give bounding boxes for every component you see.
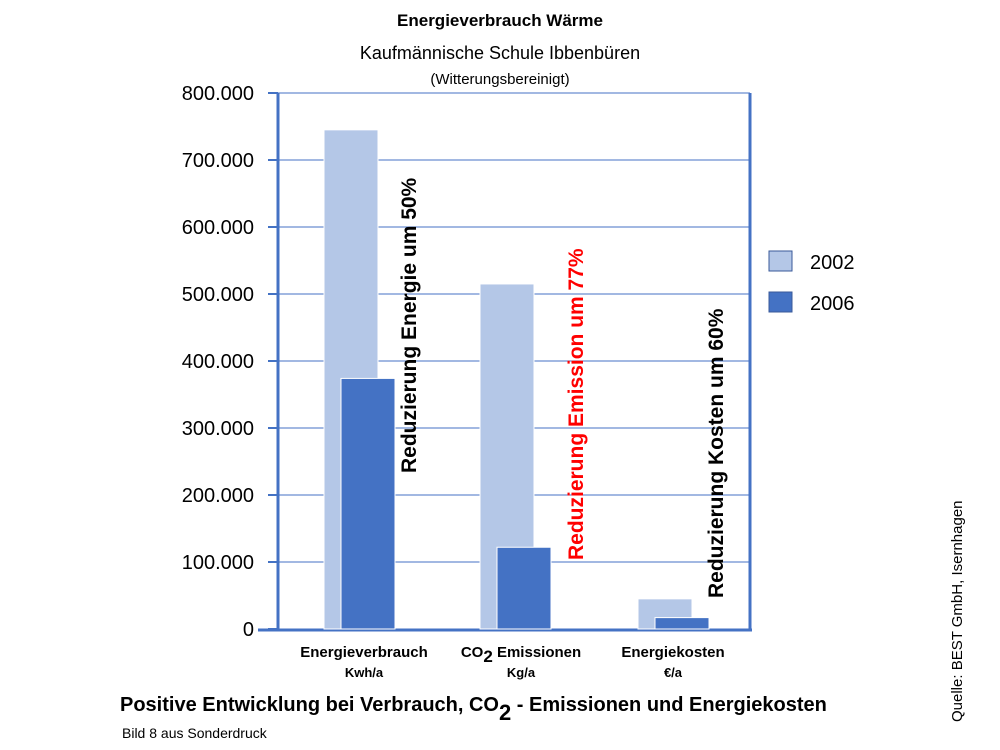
category-unit: €/a [664,665,683,680]
chart-title: Energieverbrauch Wärme [397,11,603,30]
plot-area: 0 100.000 200.000 300.000 400.000 500.000 600.… [182,83,752,680]
category-unit: Kwh/a [345,665,384,680]
category-label: Energiekosten [621,644,724,661]
y-tick-label: 100.000 [182,552,254,574]
y-tick-label: 700.000 [182,150,254,172]
category-label: Energieverbrauch [300,644,428,661]
y-tick-label: 600.000 [182,217,254,239]
bar-2006-0 [340,377,396,630]
y-tick-label: 300.000 [182,418,254,440]
footer-note: Bild 8 aus Sonderdruck [122,725,268,741]
source-credit: Quelle: BEST GmbH, Isernhagen [949,501,966,723]
bar-2006-2 [654,617,710,630]
reduction-annotation: Reduzierung Emission um 77% [565,248,588,560]
y-tick-label: 800.000 [182,83,254,105]
legend-label-2006: 2006 [810,293,855,315]
y-tick-label: 400.000 [182,351,254,373]
footer-caption: Positive Entwicklung bei Verbrauch, CO2 … [120,694,827,725]
legend-swatch-2002 [768,250,793,272]
category-unit: Kg/a [507,665,536,680]
category-label: CO2 Emissionen [461,644,581,666]
legend-label-2002: 2002 [810,252,855,274]
chart-note: (Witterungsbereinigt) [430,71,569,88]
y-tick-label: 200.000 [182,485,254,507]
bar-2006-1 [496,546,552,630]
legend-swatch-2006 [768,291,793,313]
legend: 2002 2006 [768,250,855,315]
y-tick-label: 0 [243,619,254,641]
y-tick-label: 500.000 [182,284,254,306]
reduction-annotation: Reduzierung Energie um 50% [398,177,421,473]
chart-subtitle: Kaufmännische Schule Ibbenbüren [360,43,640,63]
reduction-annotation: Reduzierung Kosten um 60% [705,308,728,598]
